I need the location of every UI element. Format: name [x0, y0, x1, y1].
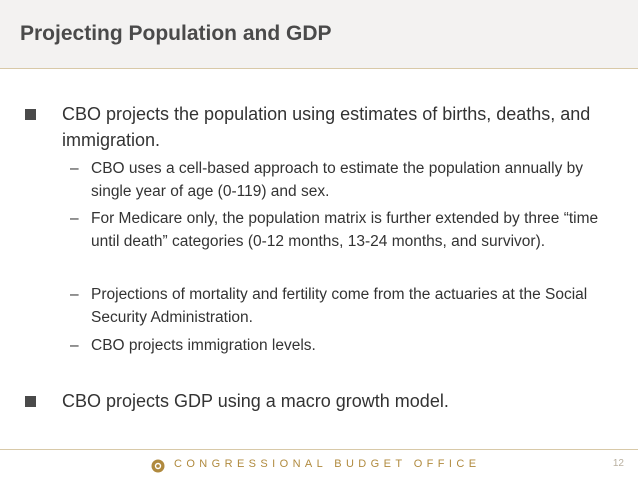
slide-title: Projecting Population and GDP	[20, 22, 332, 45]
dash-marker: –	[70, 160, 79, 177]
header-divider	[0, 68, 638, 69]
square-bullet-icon	[25, 109, 36, 120]
bullet-text: CBO projects GDP using a macro growth mo…	[62, 391, 449, 411]
page-number: 12	[612, 458, 624, 469]
subbullet-text: CBO uses a cell-based approach to estima…	[91, 160, 583, 200]
dash-marker: –	[70, 286, 79, 303]
subbullet-text: Projections of mortality and fertility c…	[91, 286, 588, 326]
footer-divider	[0, 449, 638, 450]
slide-header	[0, 0, 638, 68]
dash-marker: –	[70, 210, 79, 227]
subbullet-text: For Medicare only, the population matrix…	[91, 210, 599, 250]
square-bullet-icon	[25, 396, 36, 407]
dash-marker: –	[70, 337, 79, 354]
bullet-text: CBO projects the population using estima…	[62, 104, 591, 150]
cbo-seal-icon	[151, 459, 165, 473]
footer-organization: CONGRESSIONAL BUDGET OFFICE	[174, 458, 481, 470]
subbullet-text: CBO projects immigration levels.	[91, 337, 316, 354]
